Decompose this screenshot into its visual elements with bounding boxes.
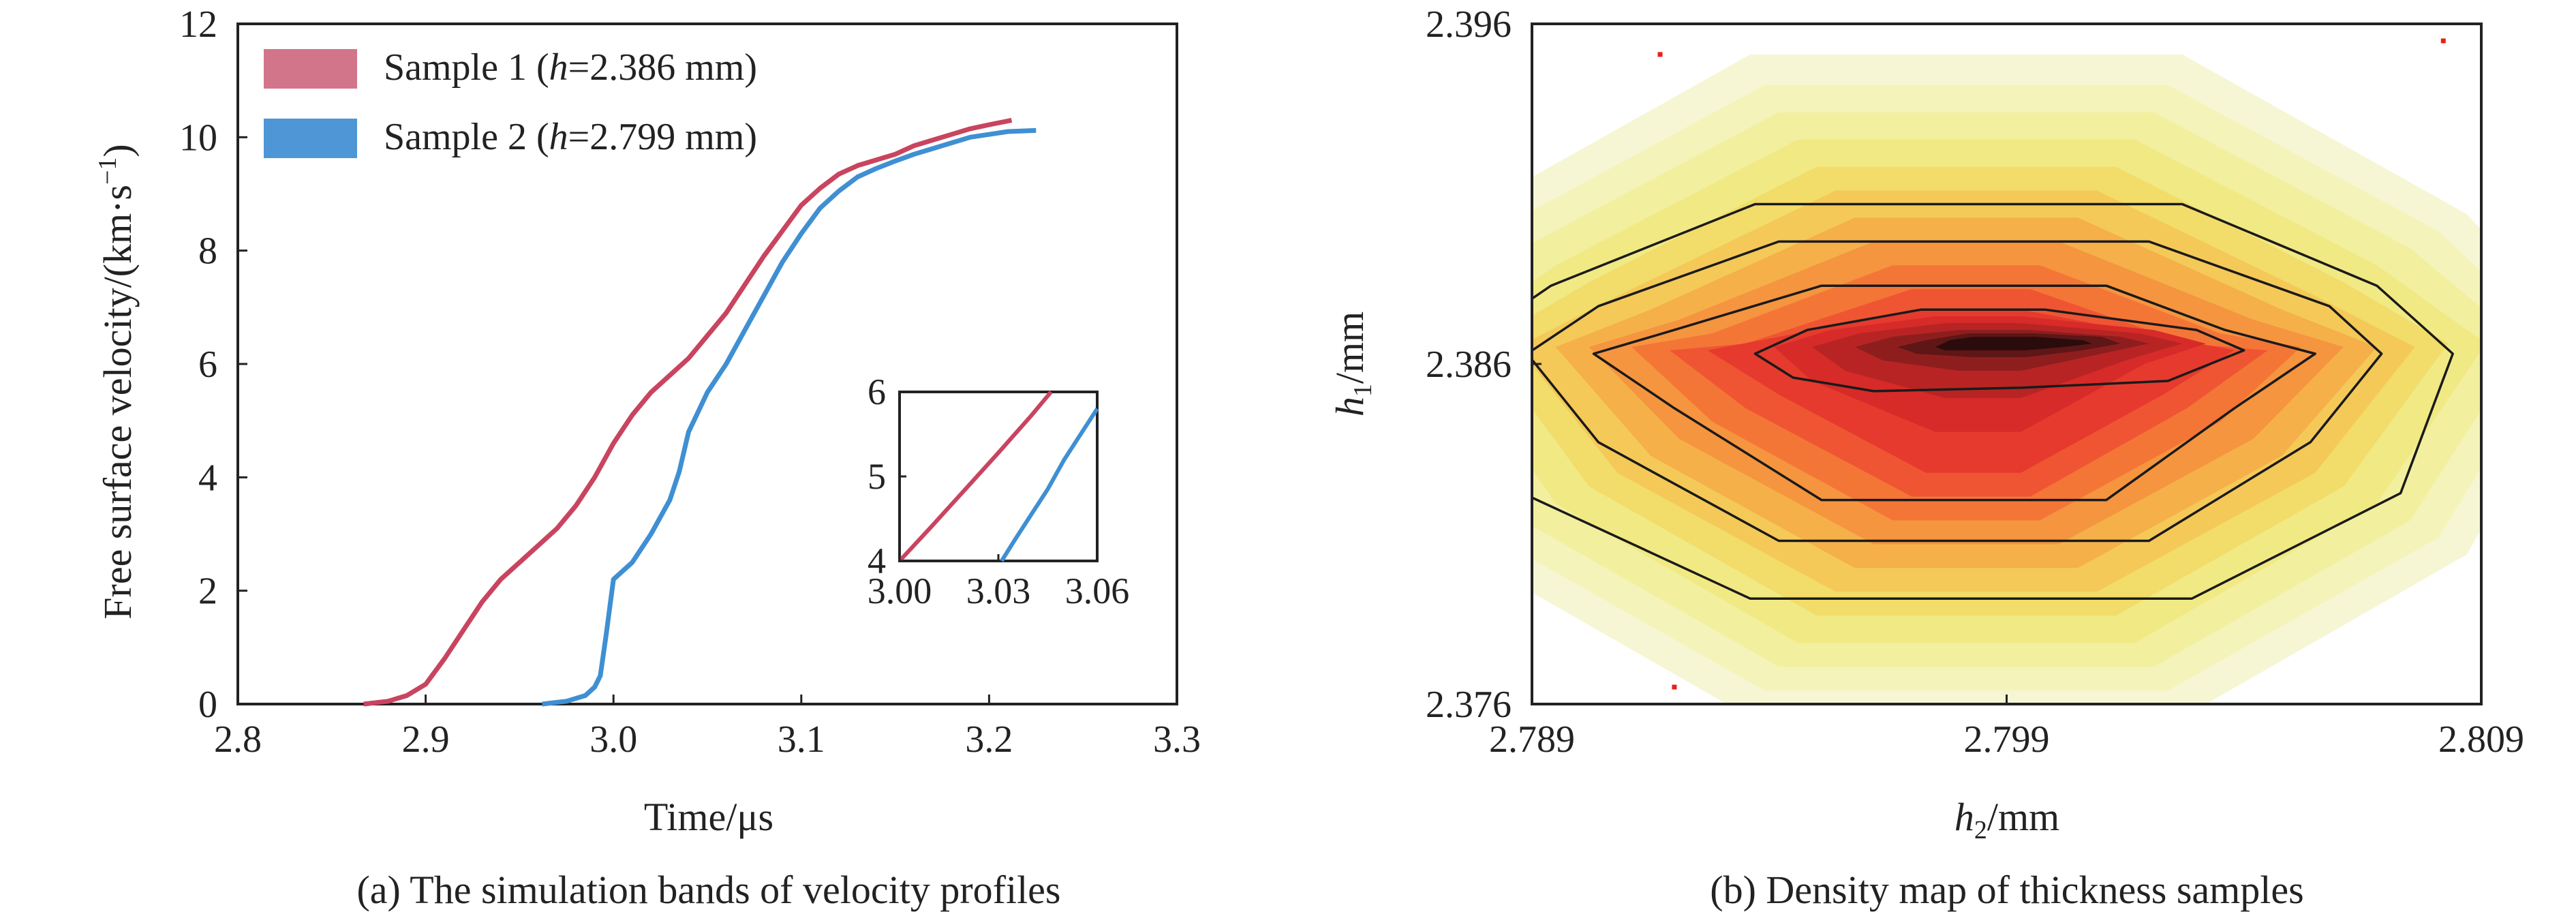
- y-tick-label: 2.376: [1426, 684, 1512, 726]
- outlier-point: [1657, 52, 1663, 57]
- x-tick-label: 3.0: [589, 718, 637, 761]
- x-tick-label: 3.3: [1153, 718, 1201, 761]
- legend-label-sample-2: Sample 2 (h=2.799 mm): [384, 116, 757, 158]
- y-tick-label: 6: [198, 344, 217, 386]
- panel-a-curves: [363, 117, 1037, 707]
- inset-y-tick-label: 4: [868, 540, 886, 581]
- y-tick-label: 4: [198, 457, 217, 499]
- inset-plot: 3.00 3.03 3.06 4 5 6: [868, 371, 1130, 611]
- panel-a-plot-frame: [236, 22, 1178, 705]
- x-tick-label: 2.9: [402, 718, 450, 761]
- x-axis-label: Time/μs: [644, 795, 773, 839]
- inset-y-tick-label: 5: [868, 456, 886, 497]
- y-tick-label: 10: [179, 117, 217, 159]
- y-tick-label: 0: [198, 684, 217, 726]
- x-tick-label: 2.8: [214, 718, 262, 761]
- density-fills: [1532, 54, 2481, 704]
- density-contour-lines: [1532, 202, 2454, 600]
- inset-curves: [898, 391, 1099, 563]
- y-tick-label: 2.396: [1426, 3, 1512, 46]
- legend: Sample 1 (h=2.386 mm) Sample 2 (h=2.799 …: [264, 46, 757, 158]
- series-line-sample-1: [363, 117, 1013, 707]
- inset-y-tick-label: 6: [868, 371, 886, 412]
- y-tick-label: 12: [179, 3, 217, 46]
- panel-b-ticks: 2.789 2.799 2.809 2.376 2.386 2.396: [1426, 3, 2524, 761]
- panel-b-density-map: 2.789 2.799 2.809 2.376 2.386 2.396 h2/mm h1/…: [1328, 3, 2524, 912]
- inset-ticks: 3.00 3.03 3.06 4 5 6: [868, 371, 1130, 611]
- contour-line-1: [1532, 202, 2454, 600]
- series-line-sample-2: [542, 127, 1037, 707]
- x-tick-label: 3.1: [778, 718, 825, 761]
- panel-a-ticks: 2.8 2.9 3.0 3.1 3.2 3.3 0 2 4 6 8 10 12: [179, 3, 1201, 761]
- y-axis-label-h1: h1/mm: [1328, 311, 1377, 416]
- y-tick-label: 2: [198, 570, 217, 613]
- outlier-point: [2440, 38, 2446, 44]
- outlier-point: [1672, 684, 1677, 690]
- panel-a-velocity-profiles: 2.8 2.9 3.0 3.1 3.2 3.3 0 2 4 6 8 10 12 Sample 1 (h=…: [93, 3, 1201, 912]
- density-level-16: [1935, 337, 2092, 350]
- outlier-markers: [1657, 38, 2446, 690]
- inset-series-line-sample-2: [1000, 408, 1099, 562]
- x-tick-label: 2.809: [2438, 718, 2524, 761]
- legend-label-sample-1: Sample 1 (h=2.386 mm): [384, 46, 757, 89]
- inset-series-line-sample-1: [898, 391, 1053, 563]
- x-tick-label: 2.799: [1964, 718, 2050, 761]
- x-tick-label: 2.789: [1489, 718, 1575, 761]
- contour-line-3: [1592, 284, 2316, 502]
- inset-x-tick-label: 3.00: [868, 570, 932, 611]
- x-axis-label-h2: h2/mm: [1954, 795, 2059, 844]
- inset-x-tick-label: 3.06: [1065, 570, 1130, 611]
- y-axis-label: Free surface velocity/(km·s−1): [93, 144, 140, 620]
- inset-frame: [898, 391, 1099, 562]
- legend-swatch-sample-2: [264, 119, 357, 158]
- inset-x-tick-label: 3.03: [966, 570, 1031, 611]
- y-tick-label: 8: [198, 230, 217, 273]
- contour-line-4: [1753, 308, 2245, 393]
- panel-b-caption: (b) Density map of thickness samples: [1710, 868, 2303, 912]
- contour-line-2: [1532, 240, 2383, 543]
- x-tick-label: 3.2: [965, 718, 1013, 761]
- y-tick-label: 2.386: [1426, 344, 1512, 386]
- panel-a-caption: (a) The simulation bands of velocity pro…: [356, 868, 1060, 912]
- legend-swatch-sample-1: [264, 49, 357, 89]
